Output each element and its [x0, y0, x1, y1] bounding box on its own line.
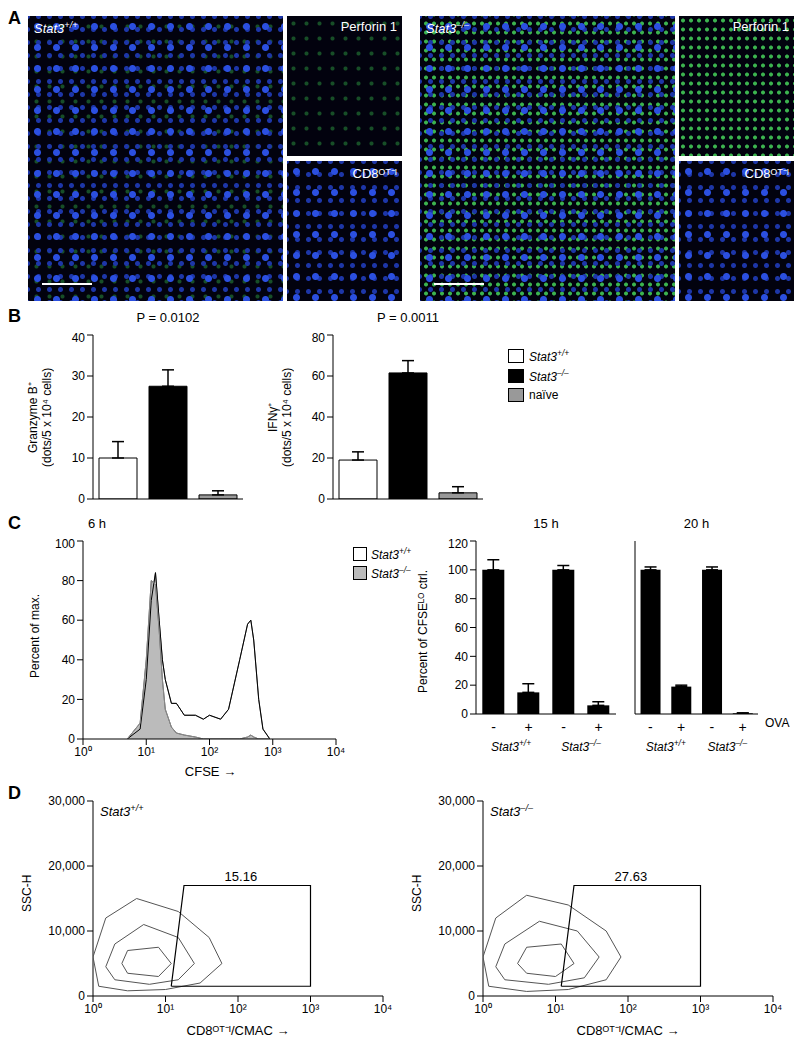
html-text:Perforin 1: Perforin 1 — [340, 19, 397, 34]
html-text:Percent of max.: Percent of max. — [28, 594, 42, 678]
html-text:Stat3–/–: Stat3–/– — [707, 738, 748, 754]
html-text:Perforin 1: Perforin 1 — [732, 19, 789, 34]
svg-text:10¹: 10¹ — [547, 1002, 564, 1016]
svg-text:40: 40 — [312, 410, 326, 424]
svg-text:30: 30 — [72, 369, 86, 383]
svg-text:10³: 10³ — [264, 745, 281, 759]
html-text:Stat3–/–: Stat3–/– — [490, 803, 533, 820]
svg-text:10⁰: 10⁰ — [84, 1002, 101, 1016]
svg-text:+: + — [739, 719, 747, 735]
html-text:(dots/5 x 10⁴ cells): (dots/5 x 10⁴ cells) — [40, 367, 54, 468]
html-text:Stat3–/–: Stat3–/– — [561, 738, 601, 754]
svg-text:0: 0 — [68, 732, 75, 746]
svg-text:10³: 10³ — [302, 1002, 319, 1016]
svg-text:-: - — [648, 719, 653, 735]
html-text:Stat3+/+: Stat3+/+ — [371, 546, 412, 562]
html-text:CD8ᴼᵀ⁻ᴵ/CMAC →: CD8ᴼᵀ⁻ᴵ/CMAC → — [576, 1023, 680, 1038]
svg-text:10²: 10² — [229, 1002, 246, 1016]
svg-text:15.16: 15.16 — [225, 869, 258, 884]
svg-text:100: 100 — [448, 563, 468, 577]
html-text:CD8ᴼᵀ⁻ᴵ: CD8ᴼᵀ⁻ᴵ — [352, 166, 397, 181]
svg-text:-: - — [491, 719, 496, 735]
svg-text:20,000: 20,000 — [438, 859, 475, 873]
svg-text:10⁰: 10⁰ — [474, 1002, 491, 1016]
svg-text:20: 20 — [62, 693, 76, 707]
html-text:naïve: naïve — [529, 388, 559, 402]
svg-text:40: 40 — [72, 331, 86, 345]
svg-text:20,000: 20,000 — [48, 859, 85, 873]
svg-text:10,000: 10,000 — [438, 924, 475, 938]
html-text:Stat3–/–: Stat3–/– — [426, 20, 469, 37]
svg-text:10¹: 10¹ — [157, 1002, 174, 1016]
svg-text:80: 80 — [312, 331, 326, 345]
html-text:P = 0.0011: P = 0.0011 — [377, 310, 439, 325]
html-text:15 h: 15 h — [533, 516, 559, 531]
svg-text:0: 0 — [318, 492, 325, 506]
svg-text:10²: 10² — [619, 1002, 636, 1016]
svg-text:60: 60 — [312, 369, 326, 383]
svg-text:+: + — [677, 719, 685, 735]
html-text:B: B — [8, 306, 21, 326]
html-text:Stat3–/–: Stat3–/– — [371, 565, 411, 581]
html-text:6 h: 6 h — [88, 516, 107, 531]
svg-text:0: 0 — [461, 707, 468, 721]
html-text:OVA: OVA — [765, 716, 790, 730]
html-text:Granzyme B⁺: Granzyme B⁺ — [26, 382, 40, 453]
svg-text:10⁴: 10⁴ — [374, 1002, 393, 1016]
html-text:Stat3–/–: Stat3–/– — [529, 368, 569, 384]
html-text:Stat3+/+: Stat3+/+ — [529, 348, 570, 364]
html-text:SSC-H: SSC-H — [410, 874, 424, 912]
svg-text:0: 0 — [468, 989, 475, 1003]
svg-text:+: + — [594, 719, 602, 735]
svg-text:10³: 10³ — [692, 1002, 709, 1016]
html-text:C: C — [8, 513, 21, 533]
html-text:IFNγ⁺: IFNγ⁺ — [266, 402, 280, 433]
html-text:Stat3+/+: Stat3+/+ — [645, 738, 686, 754]
svg-text:10⁴: 10⁴ — [764, 1002, 783, 1016]
svg-text:0: 0 — [78, 492, 85, 506]
svg-text:120: 120 — [448, 537, 468, 551]
html-text:(dots/5 x 10⁴ cells): (dots/5 x 10⁴ cells) — [280, 367, 294, 468]
svg-text:40: 40 — [62, 653, 76, 667]
html-text:SSC-H: SSC-H — [20, 874, 34, 912]
svg-text:10,000: 10,000 — [48, 924, 85, 938]
svg-text:100: 100 — [55, 537, 75, 551]
html-text:D: D — [8, 783, 21, 803]
svg-text:27.63: 27.63 — [615, 869, 648, 884]
svg-text:20: 20 — [312, 451, 326, 465]
svg-text:30,000: 30,000 — [48, 794, 85, 808]
svg-text:10²: 10² — [201, 745, 218, 759]
html-text:A: A — [8, 8, 21, 28]
svg-text:20: 20 — [72, 410, 86, 424]
html-text:20 h: 20 h — [683, 516, 710, 531]
svg-text:-: - — [710, 719, 715, 735]
svg-text:10⁰: 10⁰ — [74, 745, 91, 759]
svg-text:10: 10 — [72, 451, 86, 465]
html-text:P = 0.0102: P = 0.0102 — [136, 310, 200, 325]
svg-text:20: 20 — [455, 678, 469, 692]
html-text:Stat3+/+: Stat3+/+ — [490, 738, 532, 754]
svg-text:80: 80 — [455, 592, 469, 606]
svg-text:0: 0 — [78, 989, 85, 1003]
svg-text:60: 60 — [455, 621, 469, 635]
html-text:Stat3+/+: Stat3+/+ — [34, 20, 78, 37]
svg-text:10⁴: 10⁴ — [327, 745, 346, 759]
html-text:CD8ᴼᵀ⁻ᴵ/CMAC →: CD8ᴼᵀ⁻ᴵ/CMAC → — [186, 1023, 290, 1038]
html-text:Percent of CFSEᴸᴼ ctrl.: Percent of CFSEᴸᴼ ctrl. — [416, 569, 430, 693]
html-text:Stat3+/+: Stat3+/+ — [100, 803, 144, 820]
svg-text:80: 80 — [62, 574, 76, 588]
html-text:CFSE →: CFSE → — [184, 764, 237, 779]
html-text:CD8ᴼᵀ⁻ᴵ: CD8ᴼᵀ⁻ᴵ — [744, 166, 789, 181]
svg-text:+: + — [524, 719, 532, 735]
svg-text:-: - — [561, 719, 566, 735]
svg-text:30,000: 30,000 — [438, 794, 475, 808]
svg-text:40: 40 — [455, 650, 469, 664]
svg-text:60: 60 — [62, 613, 76, 627]
svg-text:10¹: 10¹ — [138, 745, 155, 759]
